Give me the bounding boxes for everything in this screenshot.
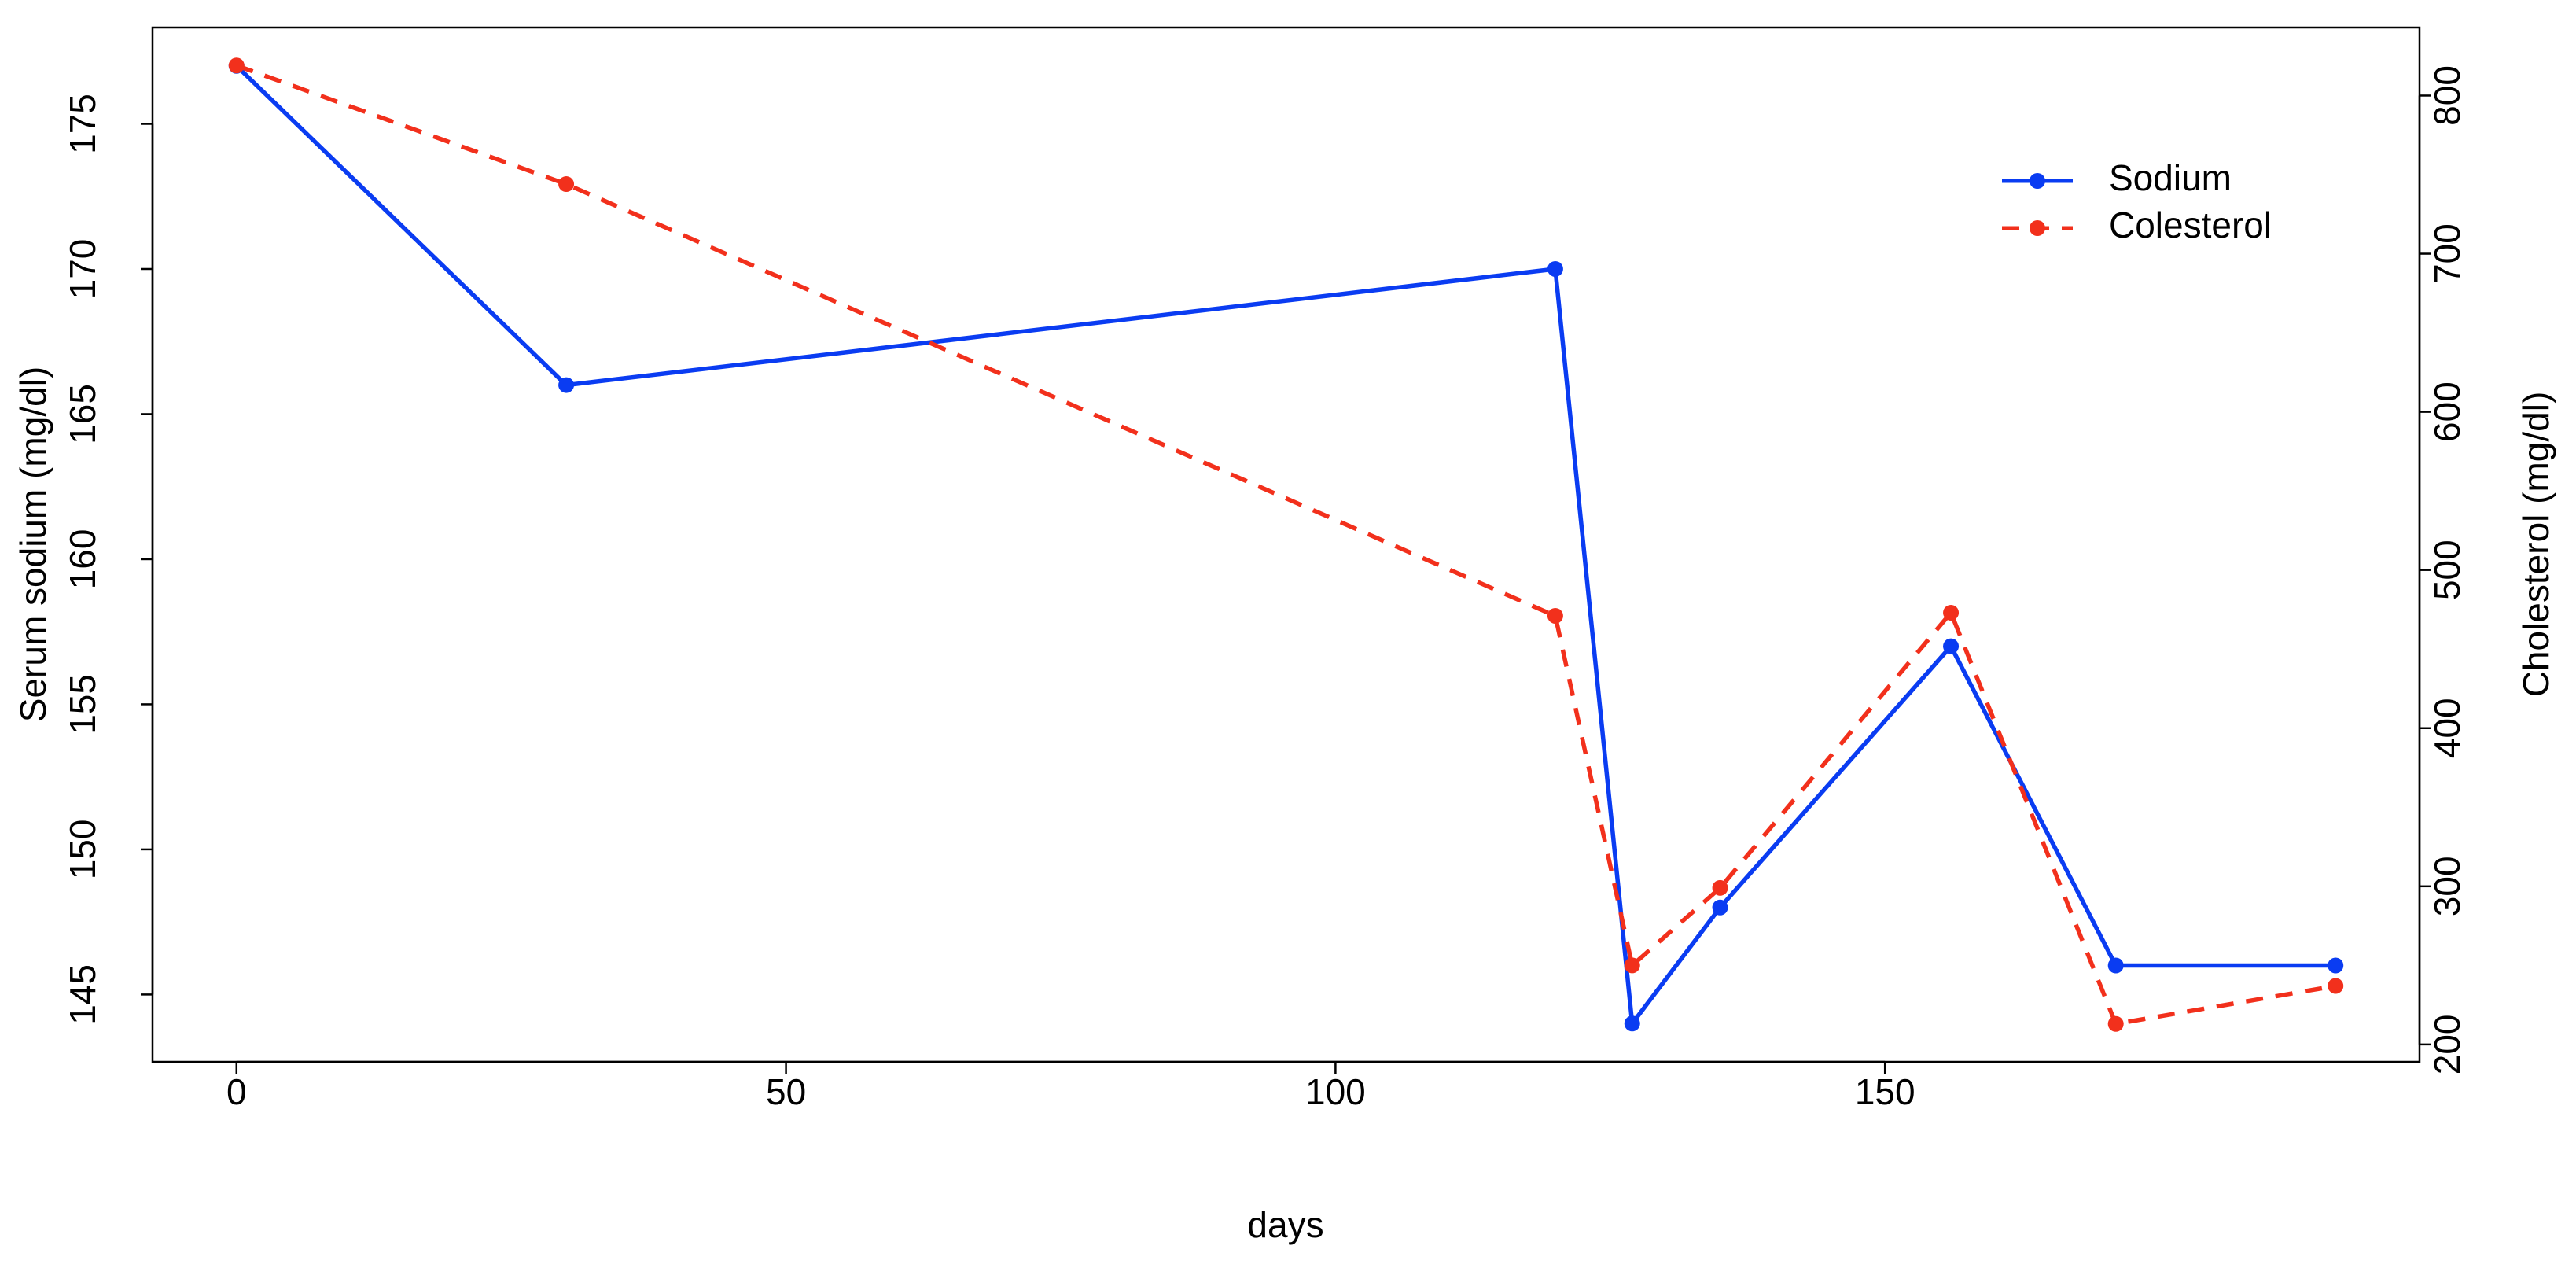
- y2-tick-label: 600: [2427, 381, 2467, 442]
- data-point: [2328, 978, 2344, 994]
- data-point: [558, 176, 575, 193]
- x-tick-label: 150: [1855, 1071, 1915, 1112]
- data-point: [2107, 1015, 2124, 1032]
- data-point: [1712, 899, 1728, 916]
- y-tick-label: 160: [62, 529, 103, 590]
- legend-marker: [2030, 173, 2045, 189]
- y2-tick-label: 300: [2427, 856, 2467, 916]
- y-axis-title: Serum sodium (mg/dl): [13, 367, 53, 722]
- y2-axis-title: Cholesterol (mg/dl): [2515, 392, 2556, 698]
- y-tick-label: 170: [62, 239, 103, 300]
- y2-tick-label: 400: [2427, 698, 2467, 758]
- x-tick-label: 50: [766, 1071, 806, 1112]
- data-point: [1624, 1015, 1640, 1032]
- series-line: [234, 64, 2336, 1030]
- x-axis-title: days: [1247, 1204, 1323, 1245]
- data-point: [1943, 638, 1960, 654]
- data-point: [1943, 604, 1960, 621]
- y2-tick-label: 500: [2427, 540, 2467, 600]
- data-point: [2328, 957, 2344, 974]
- data-point: [228, 57, 245, 74]
- data-point: [1712, 879, 1728, 896]
- legend-label: Sodium: [2109, 157, 2232, 198]
- y-tick-label: 150: [62, 820, 103, 880]
- data-point: [1547, 260, 1563, 277]
- data-point: [2107, 957, 2124, 974]
- y2-tick-label: 200: [2427, 1015, 2467, 1075]
- data-point: [558, 377, 575, 393]
- y2-tick-label: 700: [2427, 223, 2467, 284]
- data-point: [1624, 957, 1640, 974]
- legend-label: Colesterol: [2109, 205, 2272, 245]
- y-tick-label: 175: [62, 94, 103, 154]
- x-tick-label: 100: [1305, 1071, 1366, 1112]
- legend-marker: [2030, 220, 2045, 236]
- y2-tick-label: 800: [2427, 65, 2467, 126]
- plot-frame: [151, 26, 2421, 1063]
- y-tick-label: 165: [62, 384, 103, 444]
- x-tick-label: 0: [226, 1071, 247, 1112]
- series-line: [235, 63, 2336, 1026]
- data-point: [1547, 607, 1563, 624]
- y-tick-label: 155: [62, 674, 103, 735]
- y-tick-label: 145: [62, 964, 103, 1025]
